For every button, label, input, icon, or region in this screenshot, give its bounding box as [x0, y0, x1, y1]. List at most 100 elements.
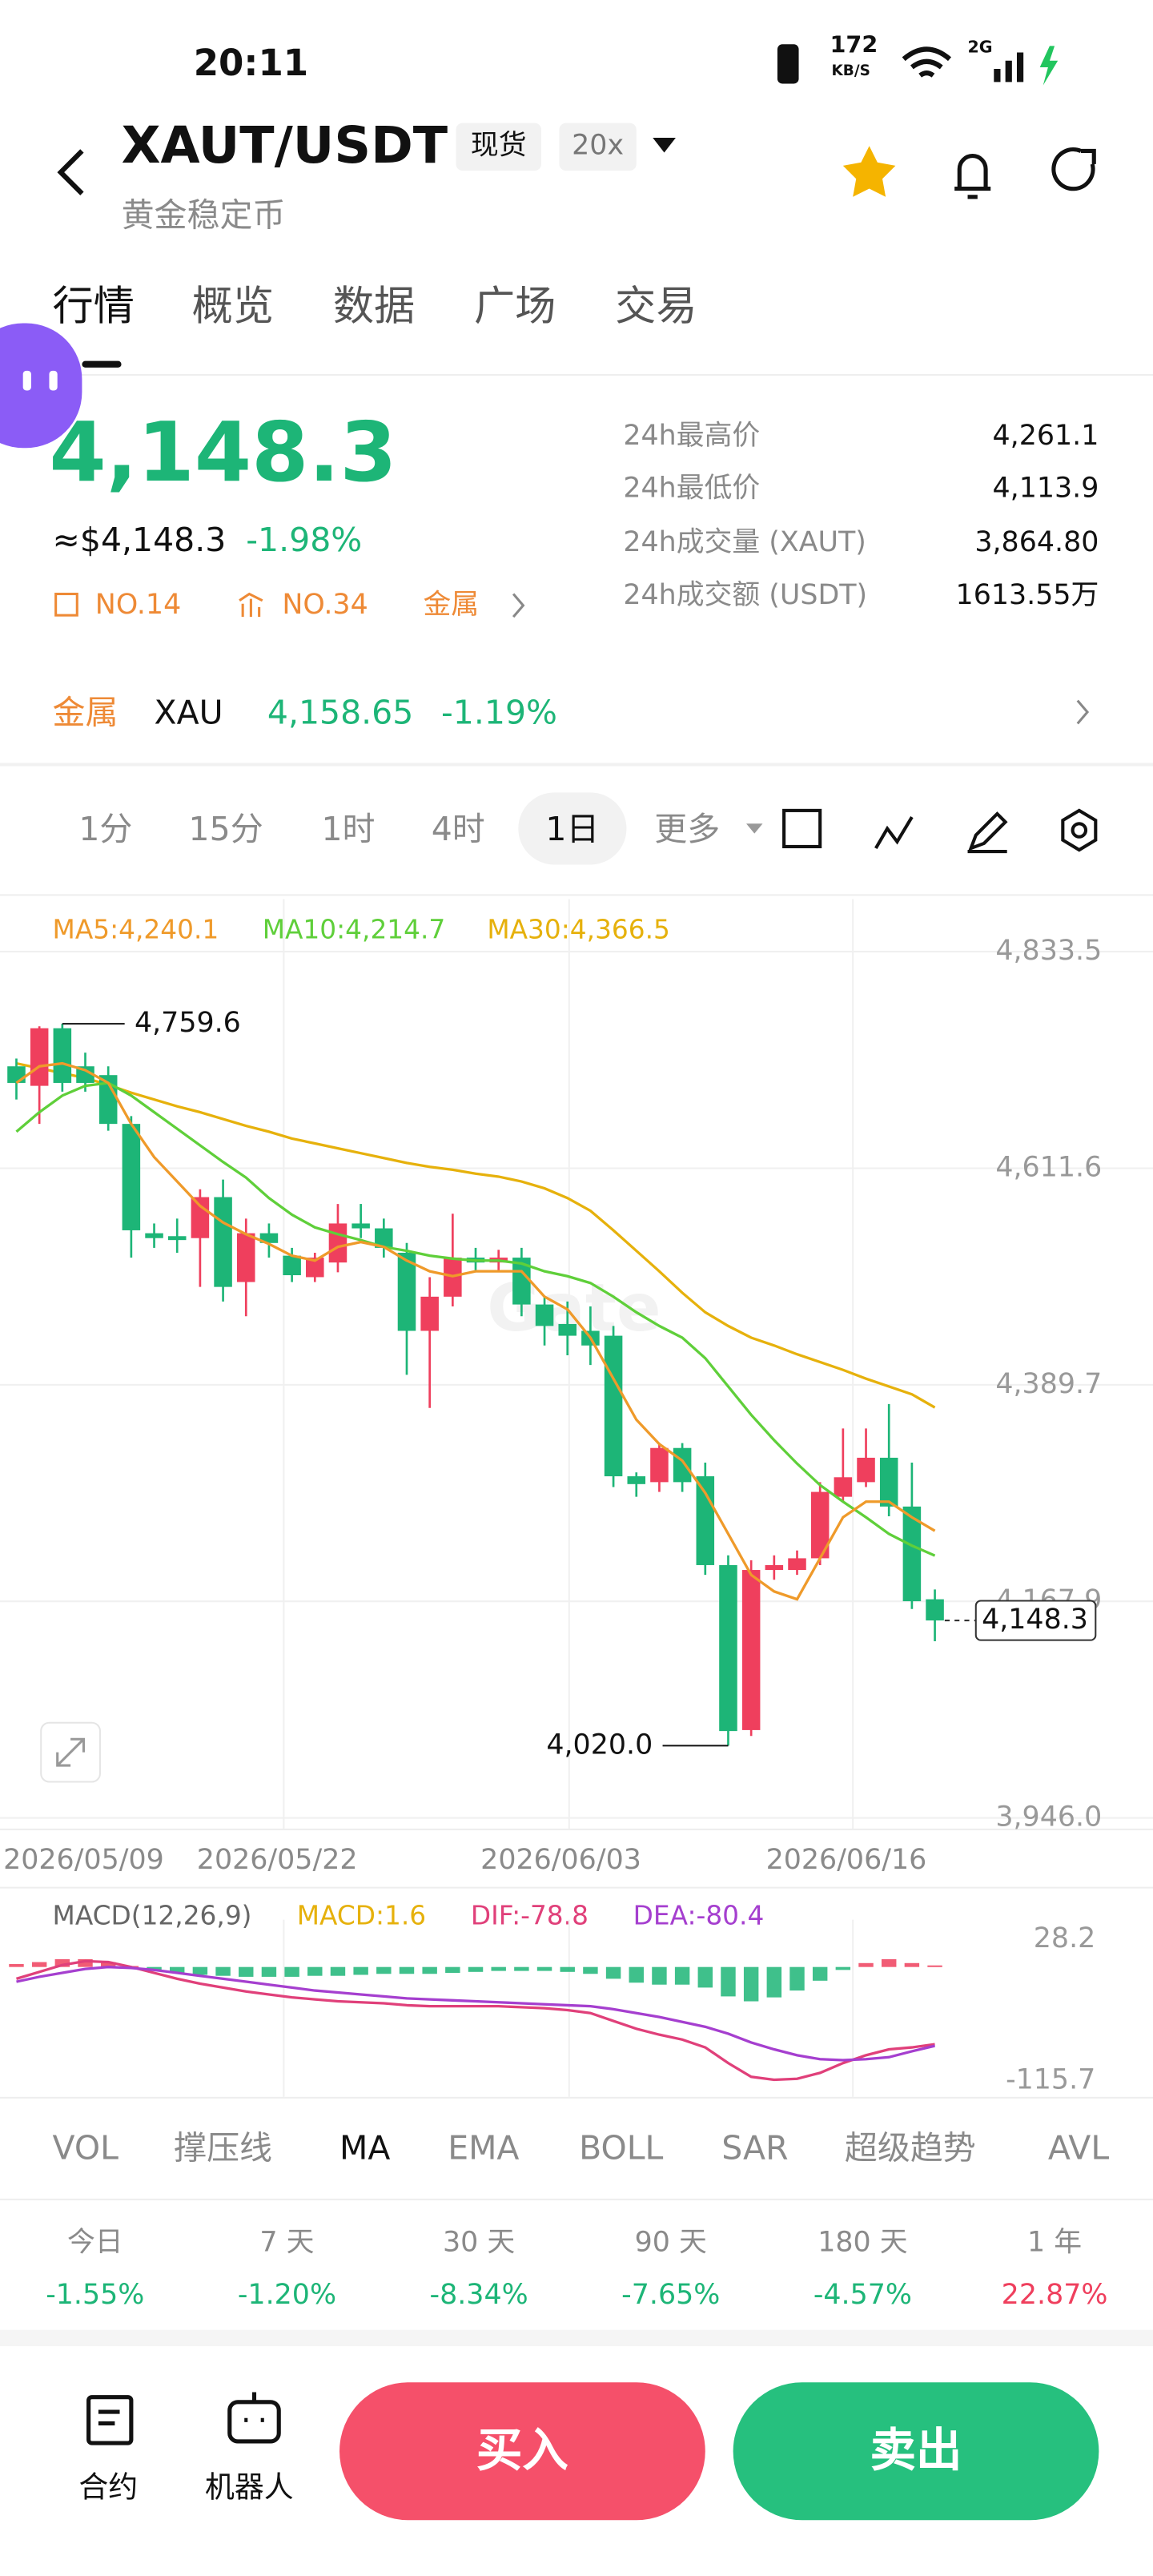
divider: [0, 763, 1153, 767]
macd-bar: [399, 1966, 415, 1974]
indicator[interactable]: VOL: [52, 2127, 119, 2167]
sell-button[interactable]: 卖出: [733, 2382, 1099, 2521]
macd-bar: [100, 1962, 116, 1967]
price-change: -1.98%: [246, 520, 363, 560]
low-label: 4,020.0: [546, 1729, 653, 1761]
contract-icon: [86, 2395, 134, 2445]
indicator[interactable]: SAR: [721, 2127, 789, 2167]
macd-bar: [629, 1966, 644, 1983]
divider: [0, 2096, 1153, 2099]
macd-bar: [215, 1966, 231, 1976]
macd-bar: [927, 1965, 942, 1967]
indicator[interactable]: MA: [339, 2127, 391, 2167]
candle-body: [627, 1476, 646, 1484]
robot-icon: [244, 2392, 264, 2422]
macd-bar: [261, 1966, 277, 1977]
candle-body: [98, 1075, 118, 1125]
net-speed: 172: [830, 32, 878, 59]
macd-bar: [422, 1966, 437, 1974]
divider: [0, 374, 1153, 376]
market-tag[interactable]: 现货: [456, 123, 541, 171]
expand-icon: [56, 1737, 86, 1767]
interval-selected[interactable]: 1日: [518, 792, 627, 865]
buy-button[interactable]: 买入: [339, 2382, 705, 2521]
robot-icon: [227, 2400, 281, 2444]
candle-body: [397, 1252, 416, 1331]
candle-body: [444, 1258, 462, 1297]
candle-body: [191, 1197, 210, 1238]
contract-icon: [98, 2409, 120, 2425]
date-label: 2026/06/16: [765, 1844, 927, 1878]
period-label: 90 天: [634, 2226, 707, 2260]
interval[interactable]: 4时: [431, 808, 485, 849]
candle-body: [696, 1476, 715, 1565]
macd-bar: [353, 1966, 368, 1975]
tab[interactable]: 行情: [52, 282, 135, 330]
indicator[interactable]: 撑压线: [174, 2127, 273, 2167]
macd-bar: [721, 1966, 736, 1997]
macd-bar: [812, 1966, 828, 1981]
tab-indicator: [82, 360, 122, 368]
macd-bar: [78, 1958, 93, 1967]
indicator[interactable]: EMA: [448, 2127, 520, 2167]
macd-bar: [652, 1966, 667, 1985]
candle-body: [7, 1066, 26, 1083]
candle-body: [214, 1197, 232, 1287]
tab[interactable]: 交易: [615, 282, 697, 330]
date-label: 2026/05/22: [196, 1844, 358, 1878]
share-icon: [1051, 147, 1096, 191]
interval-more[interactable]: 更多: [654, 808, 721, 849]
contract-label[interactable]: 合约: [78, 2470, 139, 2506]
interval[interactable]: 1分: [78, 808, 133, 849]
period-label: 30 天: [442, 2226, 516, 2260]
candle-body: [420, 1296, 439, 1331]
network-type: 2G: [967, 39, 993, 58]
candle-body: [788, 1558, 806, 1571]
usd-price: ≈$4,148.3: [52, 520, 227, 560]
robot-label[interactable]: 机器人: [205, 2470, 294, 2506]
candle-body: [810, 1491, 830, 1559]
stat-label: 24h最高价: [623, 420, 761, 453]
metal-symbol[interactable]: XAU: [154, 692, 223, 732]
chevron: [1076, 699, 1090, 725]
y-tick-label: 3,946.0: [995, 1801, 1102, 1833]
tab[interactable]: 概览: [191, 282, 275, 330]
macd-bar: [514, 1966, 529, 1971]
candle-body: [145, 1233, 163, 1238]
macd-bar: [147, 1966, 162, 1970]
macd-bar: [468, 1966, 484, 1972]
period-label: 180 天: [818, 2226, 908, 2260]
metal-label[interactable]: 金属: [52, 692, 119, 732]
macd-bar: [789, 1966, 805, 1991]
period-label: 今日: [66, 2226, 123, 2260]
watermark: Gate: [487, 1270, 661, 1346]
leverage-tag[interactable]: 20x: [559, 123, 637, 171]
candle-body: [902, 1506, 922, 1602]
rank[interactable]: NO.34: [282, 589, 368, 622]
interval[interactable]: 15分: [188, 808, 263, 849]
divider: [0, 1886, 1153, 1889]
last-price: 4,148.3: [49, 405, 397, 501]
sector[interactable]: 金属: [423, 589, 480, 622]
y-tick-label: 4,167.9: [995, 1584, 1102, 1616]
macd-bar: [858, 1962, 874, 1967]
period-label: 7 天: [259, 2226, 315, 2260]
tab[interactable]: 数据: [332, 282, 416, 330]
rank[interactable]: NO.14: [94, 589, 182, 622]
ma5-line: [15, 1061, 936, 1601]
metal-change: -1.19%: [441, 692, 557, 732]
candle-body: [352, 1223, 370, 1229]
favorite-icon: [842, 146, 896, 197]
ma10-line: [15, 1081, 936, 1557]
interval[interactable]: 1时: [321, 808, 376, 849]
candle-body: [558, 1323, 576, 1336]
indicator[interactable]: BOLL: [579, 2127, 664, 2167]
ma30-line: [16, 1061, 936, 1409]
indicator[interactable]: 超级趋势: [844, 2127, 976, 2167]
candle-body: [53, 1028, 72, 1083]
signal-icon: [994, 52, 1024, 83]
indicator[interactable]: AVL: [1047, 2127, 1110, 2167]
tab[interactable]: 广场: [473, 282, 556, 330]
subtitle: 黄金稳定币: [121, 195, 286, 235]
